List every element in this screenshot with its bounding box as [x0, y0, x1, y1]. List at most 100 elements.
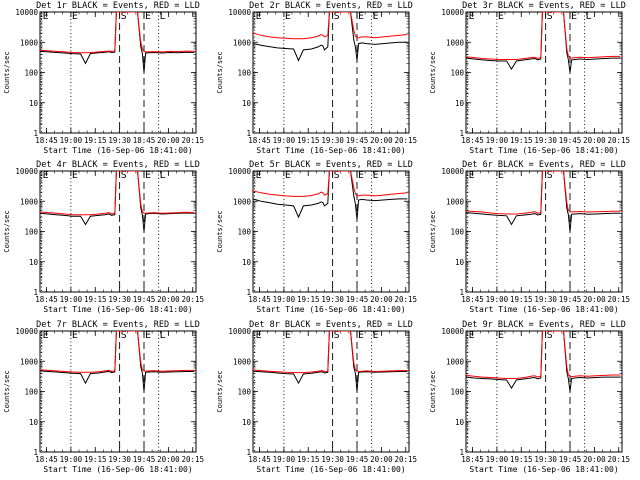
plot-frame: [465, 11, 623, 134]
chart-title: Det 4r BLACK = Events, RED = LLD: [36, 160, 200, 170]
x-tick-label: 19:00: [60, 136, 83, 145]
x-axis-label: Start Time (16-Sep-06 18:41:00): [43, 465, 192, 474]
marker-label: E: [571, 330, 577, 341]
marker-label: E: [285, 330, 291, 341]
y-tick-label: 10: [29, 258, 39, 267]
lld-series-line: [466, 331, 621, 379]
x-tick-label: 19:45: [559, 295, 582, 304]
x-axis-label: Start Time (16-Sep-06 18:41:00): [469, 146, 618, 155]
x-axis-label: Start Time (16-Sep-06 18:41:00): [256, 305, 405, 314]
y-tick-label: 1000: [233, 357, 252, 366]
y-axis-label: Counts/sec: [3, 370, 11, 412]
chart-title: Det 1r BLACK = Events, RED = LLD: [36, 1, 200, 11]
y-tick-label: 1: [246, 129, 251, 138]
x-tick-label: 20:00: [583, 136, 606, 145]
marker-label: E: [256, 330, 262, 341]
marker-label: E: [373, 11, 379, 22]
y-axis-label: Counts/sec: [216, 51, 224, 93]
y-axis-label: Counts/sec: [216, 210, 224, 252]
marker-label: E: [358, 330, 364, 341]
panel-det-5: Det 5r BLACK = Events, RED = LLD 1 10 100 10…: [216, 160, 417, 314]
x-tick-label: 18:45: [461, 136, 484, 145]
marker-label: L: [160, 11, 166, 22]
lld-series-line: [466, 12, 621, 60]
panel-det-6: Det 6r BLACK = Events, RED = LLD 1 10 100 10…: [429, 160, 630, 314]
x-tick-label: 18:45: [133, 136, 156, 145]
x-tick-label: 18:45: [461, 295, 484, 304]
panel-det-9: Det 9r BLACK = Events, RED = LLD 1 10 100 10…: [429, 320, 630, 474]
y-tick-label: 10000: [441, 167, 464, 176]
x-tick-label: 19:15: [510, 455, 533, 464]
y-tick-label: 100: [450, 388, 464, 397]
marker-label: E: [358, 170, 364, 181]
x-tick-label: 19:45: [133, 295, 156, 304]
marker-label: E: [469, 330, 475, 341]
x-axis-label: Start Time (16-Sep-06 18:41:00): [256, 146, 405, 155]
lld-series-line: [253, 12, 408, 40]
x-tick-label: 19:15: [297, 295, 320, 304]
x-tick-label: 19:45: [559, 136, 582, 145]
x-tick-label: 20:00: [583, 455, 606, 464]
y-tick-label: 1000: [233, 38, 252, 47]
chart-title: Det 9r BLACK = Events, RED = LLD: [462, 320, 626, 330]
marker-label: S: [121, 11, 127, 22]
y-tick-label: 1000: [20, 357, 39, 366]
marker-label: E: [498, 11, 504, 22]
x-tick-label: 19:30: [108, 136, 131, 145]
x-tick-label: 19:45: [346, 295, 369, 304]
y-tick-label: 10000: [15, 327, 38, 336]
plot-frame: [252, 330, 410, 453]
y-tick-label: 1000: [446, 197, 465, 206]
plot-frame: [39, 330, 197, 453]
x-tick-label: 19:45: [346, 455, 369, 464]
marker-label: E: [43, 11, 49, 22]
marker-label: S: [547, 11, 553, 22]
y-tick-label: 1: [459, 448, 464, 457]
x-tick-label: 19:00: [486, 136, 509, 145]
events-series-line: [253, 331, 408, 392]
x-tick-label: 18:45: [248, 136, 271, 145]
y-tick-label: 1: [33, 129, 38, 138]
chart-title: Det 7r BLACK = Events, RED = LLD: [36, 320, 200, 330]
chart-title: Det 2r BLACK = Events, RED = LLD: [249, 1, 413, 11]
y-tick-label: 100: [450, 228, 464, 237]
y-tick-label: 100: [24, 69, 38, 78]
x-tick-label: 19:00: [60, 295, 83, 304]
x-tick-label: 20:15: [181, 136, 204, 145]
y-tick-label: 100: [237, 69, 251, 78]
plot-frame: [39, 170, 197, 293]
marker-label: E: [571, 11, 577, 22]
x-tick-label: 19:30: [321, 295, 344, 304]
x-tick-label: 20:00: [370, 455, 393, 464]
x-axis-label: Start Time (16-Sep-06 18:41:00): [43, 146, 192, 155]
x-tick-label: 20:15: [607, 295, 630, 304]
x-tick-label: 19:15: [510, 295, 533, 304]
y-tick-label: 100: [24, 388, 38, 397]
y-tick-label: 100: [237, 388, 251, 397]
x-axis-label: Start Time (16-Sep-06 18:41:00): [43, 305, 192, 314]
x-tick-label: 20:15: [394, 295, 417, 304]
y-tick-label: 10000: [228, 167, 251, 176]
marker-label: E: [256, 11, 262, 22]
events-series-line: [466, 171, 621, 232]
x-tick-label: 18:45: [35, 455, 58, 464]
x-tick-label: 19:00: [273, 295, 296, 304]
marker-label: E: [571, 170, 577, 181]
x-tick-label: 19:45: [346, 136, 369, 145]
marker-label: E: [469, 170, 475, 181]
marker-label: E: [469, 11, 475, 22]
x-tick-label: 20:00: [370, 295, 393, 304]
events-series-line: [466, 331, 621, 392]
marker-label: S: [547, 170, 553, 181]
marker-label: E: [498, 330, 504, 341]
chart-title: Det 6r BLACK = Events, RED = LLD: [462, 160, 626, 170]
y-tick-label: 1: [246, 288, 251, 297]
y-tick-label: 1: [246, 448, 251, 457]
chart-title: Det 8r BLACK = Events, RED = LLD: [249, 320, 413, 330]
marker-label: S: [334, 170, 340, 181]
x-axis-label: Start Time (16-Sep-06 18:41:00): [469, 305, 618, 314]
marker-label: S: [547, 330, 553, 341]
x-tick-label: 18:45: [248, 295, 271, 304]
y-tick-label: 10: [455, 99, 465, 108]
marker-label: E: [285, 170, 291, 181]
